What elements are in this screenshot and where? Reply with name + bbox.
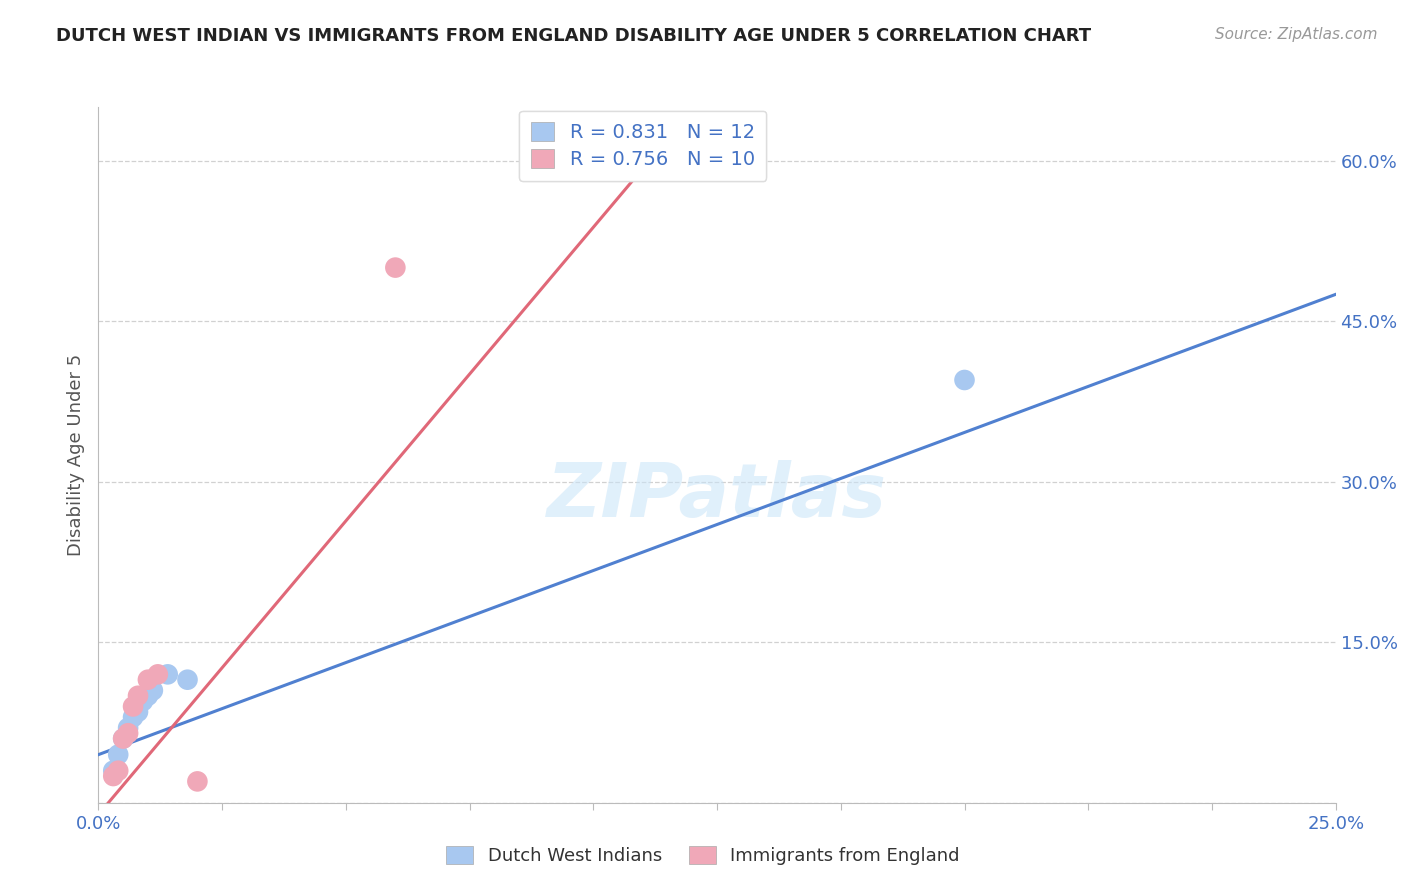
Legend: Dutch West Indians, Immigrants from England: Dutch West Indians, Immigrants from Engl…	[437, 838, 969, 874]
Legend: R = 0.831   N = 12, R = 0.756   N = 10: R = 0.831 N = 12, R = 0.756 N = 10	[519, 111, 766, 180]
Point	[127, 689, 149, 703]
Point	[132, 694, 155, 708]
Point	[186, 774, 208, 789]
Point	[117, 721, 139, 735]
Point	[107, 747, 129, 762]
Point	[156, 667, 179, 681]
Point	[112, 731, 135, 746]
Point	[146, 667, 169, 681]
Text: Source: ZipAtlas.com: Source: ZipAtlas.com	[1215, 27, 1378, 42]
Point	[122, 699, 145, 714]
Point	[103, 769, 125, 783]
Point	[117, 726, 139, 740]
Point	[136, 689, 159, 703]
Point	[176, 673, 198, 687]
Point	[136, 673, 159, 687]
Point	[953, 373, 976, 387]
Point	[112, 731, 135, 746]
Y-axis label: Disability Age Under 5: Disability Age Under 5	[66, 354, 84, 556]
Point	[103, 764, 125, 778]
Point	[122, 710, 145, 724]
Point	[107, 764, 129, 778]
Text: DUTCH WEST INDIAN VS IMMIGRANTS FROM ENGLAND DISABILITY AGE UNDER 5 CORRELATION : DUTCH WEST INDIAN VS IMMIGRANTS FROM ENG…	[56, 27, 1091, 45]
Point	[142, 683, 165, 698]
Point	[384, 260, 406, 275]
Text: ZIPatlas: ZIPatlas	[547, 460, 887, 533]
Point	[127, 705, 149, 719]
